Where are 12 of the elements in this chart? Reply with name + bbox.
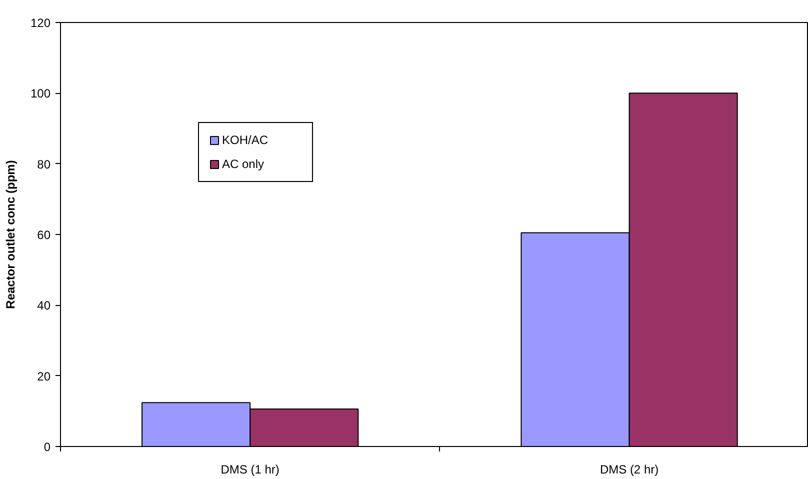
y-tick-label: 0 bbox=[44, 440, 51, 454]
y-tick-label: 120 bbox=[30, 16, 51, 30]
x-tick-label: DMS (2 hr) bbox=[600, 462, 659, 476]
y-tick-label: 40 bbox=[37, 298, 51, 313]
x-tick-label: DMS (1 hr) bbox=[220, 462, 280, 476]
y-tick-label: 100 bbox=[30, 86, 51, 101]
y-tick-label: 80 bbox=[37, 157, 51, 172]
legend-label: KOH/AC bbox=[222, 133, 270, 147]
y-tick-label: 20 bbox=[37, 369, 51, 384]
y-tick-label: 60 bbox=[37, 228, 51, 242]
legend-label: AC only bbox=[222, 157, 266, 171]
y-axis-title: Reactor outlet conc (ppm) bbox=[3, 160, 18, 309]
